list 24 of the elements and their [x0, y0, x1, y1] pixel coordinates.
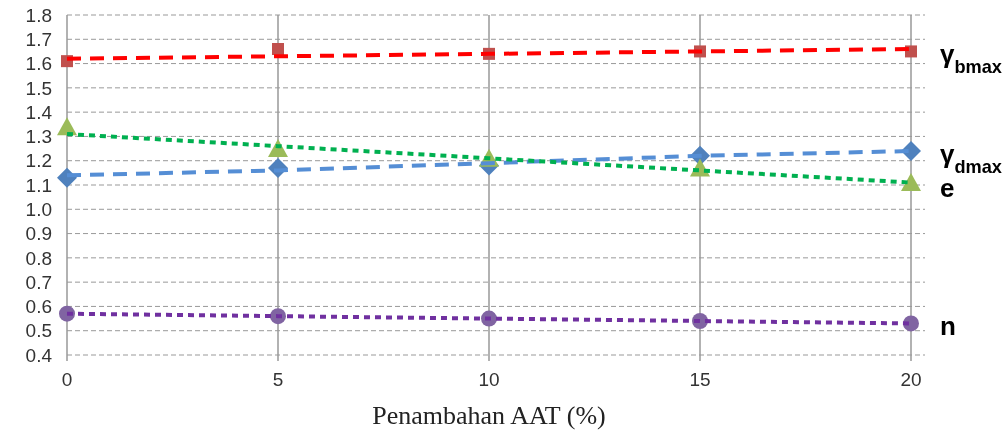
y-tick-label: 1.7	[25, 28, 52, 50]
y-tick-label: 1.5	[25, 77, 52, 99]
point	[272, 43, 284, 55]
series-label: γ$_{bmax}$	[940, 39, 1002, 78]
x-tick-label: 10	[478, 369, 500, 390]
y-tick-label: 0.5	[25, 320, 52, 342]
y-tick-label: 0.6	[25, 296, 52, 318]
x-tick-label: 5	[272, 369, 284, 390]
x-tick-label: 0	[61, 369, 73, 390]
y-tick-label: 0.4	[25, 344, 53, 366]
y-tick-label: 1.1	[25, 174, 52, 196]
x-tick-label: 20	[900, 369, 922, 390]
y-tick-label: 1.6	[25, 53, 52, 75]
x-tick-label: 15	[689, 369, 711, 390]
y-tick-label: 1.8	[25, 4, 52, 26]
y-tick-label: 1.4	[25, 101, 53, 123]
series-label: n	[940, 311, 956, 342]
y-tick-label: 1.2	[25, 150, 52, 172]
y-tick-label: 1.0	[25, 198, 52, 220]
y-tick-label: 0.7	[25, 271, 52, 293]
y-tick-label: 0.9	[25, 223, 52, 245]
y-tick-label: 0.8	[25, 247, 52, 269]
x-axis-title: Penambahan AAT (%)	[372, 401, 606, 430]
y-tick-label: 1.3	[25, 126, 52, 148]
